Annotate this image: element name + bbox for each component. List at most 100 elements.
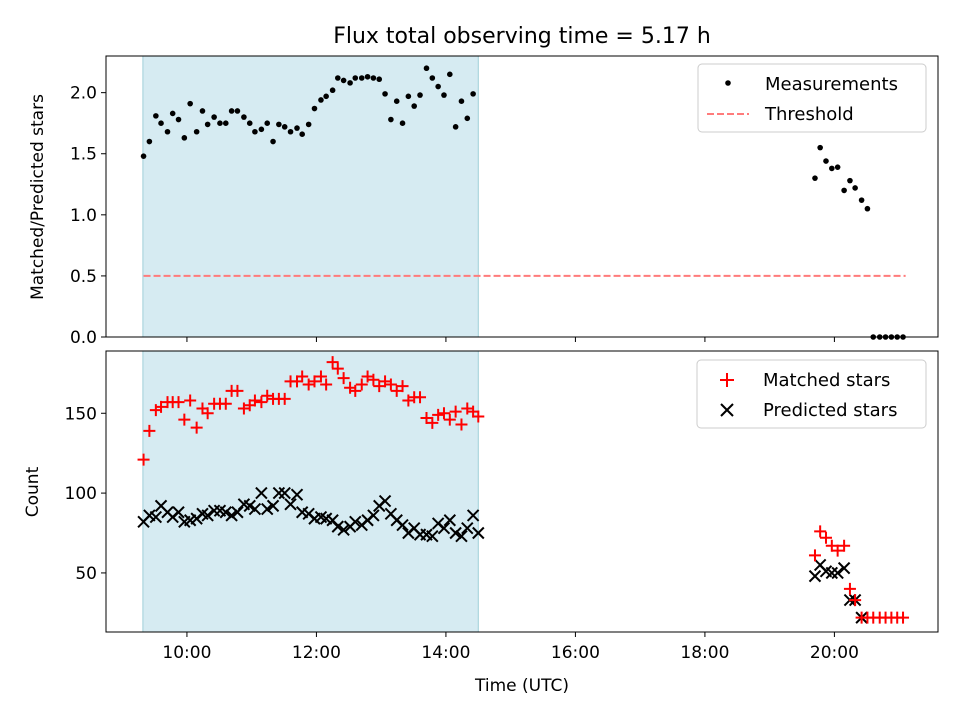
bottom-plot-frame bbox=[105, 350, 939, 633]
measurement-point bbox=[299, 131, 305, 137]
measurement-point bbox=[812, 175, 818, 181]
legend-threshold-label: Threshold bbox=[764, 104, 854, 125]
measurement-point bbox=[452, 124, 459, 130]
top-y-axis: 0.0 0.5 1.0 1.5 2.0 bbox=[70, 84, 106, 348]
matched-stars-point bbox=[432, 408, 445, 421]
predicted-stars-point bbox=[261, 502, 274, 516]
predicted-stars-point bbox=[426, 529, 439, 543]
predicted-stars-point bbox=[396, 518, 409, 532]
predicted-stars-point bbox=[367, 509, 380, 522]
measurement-point bbox=[382, 91, 388, 97]
matched-stars-point bbox=[172, 396, 185, 409]
x-tick-label: 10:00 bbox=[162, 643, 211, 663]
measurement-point bbox=[246, 120, 253, 126]
measurement-point bbox=[399, 120, 406, 126]
matched-stars-point bbox=[814, 525, 827, 538]
measurement-point bbox=[864, 205, 871, 212]
matched-stars-point bbox=[231, 384, 244, 397]
measurement-point bbox=[228, 108, 235, 114]
measurement-point bbox=[311, 105, 318, 112]
legend-measurements-label: Measurements bbox=[765, 74, 898, 95]
matched-stars-point bbox=[314, 370, 327, 383]
measurement-point bbox=[411, 103, 417, 109]
x-tick-label: 14:00 bbox=[421, 643, 470, 663]
matched-stars-point bbox=[843, 582, 856, 595]
top-x-ticks bbox=[186, 337, 835, 342]
measurement-point bbox=[847, 177, 853, 184]
measurement-point bbox=[817, 144, 823, 151]
matched-stars-point bbox=[184, 394, 197, 407]
measurement-point bbox=[364, 73, 371, 80]
matched-stars-point bbox=[201, 407, 214, 420]
top-plot-frame bbox=[105, 55, 939, 338]
predicted-stars-point bbox=[201, 509, 214, 522]
measurement-point bbox=[234, 108, 241, 114]
measurement-point bbox=[204, 121, 211, 128]
measurement-point bbox=[211, 114, 217, 120]
matched-stars-point bbox=[255, 396, 268, 409]
matched-stars-point bbox=[331, 362, 344, 375]
matched-stars-point bbox=[190, 421, 203, 434]
bottom-legend: Matched stars Predicted stars bbox=[696, 359, 927, 429]
measurement-point bbox=[423, 65, 430, 72]
measurement-point bbox=[441, 92, 447, 98]
x-tick-label: 12:00 bbox=[292, 643, 341, 663]
matched-stars-point bbox=[248, 394, 261, 407]
x-tick-label: 16:00 bbox=[551, 643, 600, 663]
matched-stars-point bbox=[808, 549, 821, 562]
matched-stars-point bbox=[349, 384, 362, 397]
bottom-points bbox=[137, 356, 910, 624]
measurement-point bbox=[829, 165, 835, 172]
measurement-point bbox=[294, 125, 300, 131]
measurement-point bbox=[258, 126, 265, 133]
predicted-stars-point bbox=[466, 509, 480, 522]
predicted-stars-point bbox=[455, 529, 468, 543]
measurement-point bbox=[340, 77, 347, 84]
measurement-point bbox=[181, 135, 188, 141]
matched-stars-point bbox=[472, 410, 485, 423]
bottom-shaded-span bbox=[142, 351, 479, 632]
predicted-stars-point bbox=[808, 569, 822, 583]
bottom-y-tick-label: 100 bbox=[65, 484, 97, 504]
predicted-stars-point bbox=[272, 486, 286, 500]
top-y-tick-label: 0.0 bbox=[70, 328, 97, 348]
matched-stars-point bbox=[819, 531, 832, 544]
matched-stars-point bbox=[296, 370, 309, 383]
matched-stars-point bbox=[838, 539, 851, 552]
matched-stars-point bbox=[437, 407, 450, 420]
predicted-stars-point bbox=[461, 522, 474, 535]
matched-stars-point bbox=[443, 413, 456, 426]
bottom-x-axis: 10:00 12:00 14:00 16:00 18:00 20:00 bbox=[162, 632, 859, 663]
measurement-point bbox=[352, 75, 359, 81]
measurement-point bbox=[270, 138, 276, 145]
measurement-point bbox=[470, 91, 476, 97]
predicted-stars-point bbox=[349, 515, 362, 529]
measurement-point bbox=[834, 164, 841, 170]
measurement-point bbox=[405, 93, 412, 100]
measurement-point bbox=[222, 120, 229, 126]
matched-stars-point bbox=[355, 378, 368, 391]
predicted-stars-point bbox=[331, 520, 345, 533]
matched-stars-point bbox=[155, 400, 168, 413]
matched-stars-point bbox=[897, 611, 910, 624]
measurement-point bbox=[252, 128, 258, 135]
measurement-point bbox=[241, 114, 247, 120]
measurement-point bbox=[429, 75, 436, 81]
measurement-point bbox=[323, 93, 329, 100]
predicted-stars-point bbox=[290, 488, 304, 501]
measurement-point bbox=[276, 121, 282, 128]
top-y-tick-label: 2.0 bbox=[70, 84, 97, 104]
predicted-stars-point bbox=[207, 504, 221, 517]
measurement-point bbox=[187, 100, 193, 107]
top-legend-box bbox=[697, 63, 927, 133]
x-tick-label: 20:00 bbox=[810, 643, 859, 663]
measurement-point bbox=[447, 71, 453, 78]
matched-stars-point bbox=[143, 424, 156, 437]
bottom-legend-box bbox=[696, 359, 927, 429]
predicted-stars-point bbox=[225, 509, 238, 522]
bottom-y-axis: 50 100 150 bbox=[65, 404, 106, 584]
predicted-stars-point bbox=[149, 510, 163, 524]
bottom-y-tick-label: 150 bbox=[65, 404, 97, 424]
matched-stars-point bbox=[326, 356, 339, 369]
